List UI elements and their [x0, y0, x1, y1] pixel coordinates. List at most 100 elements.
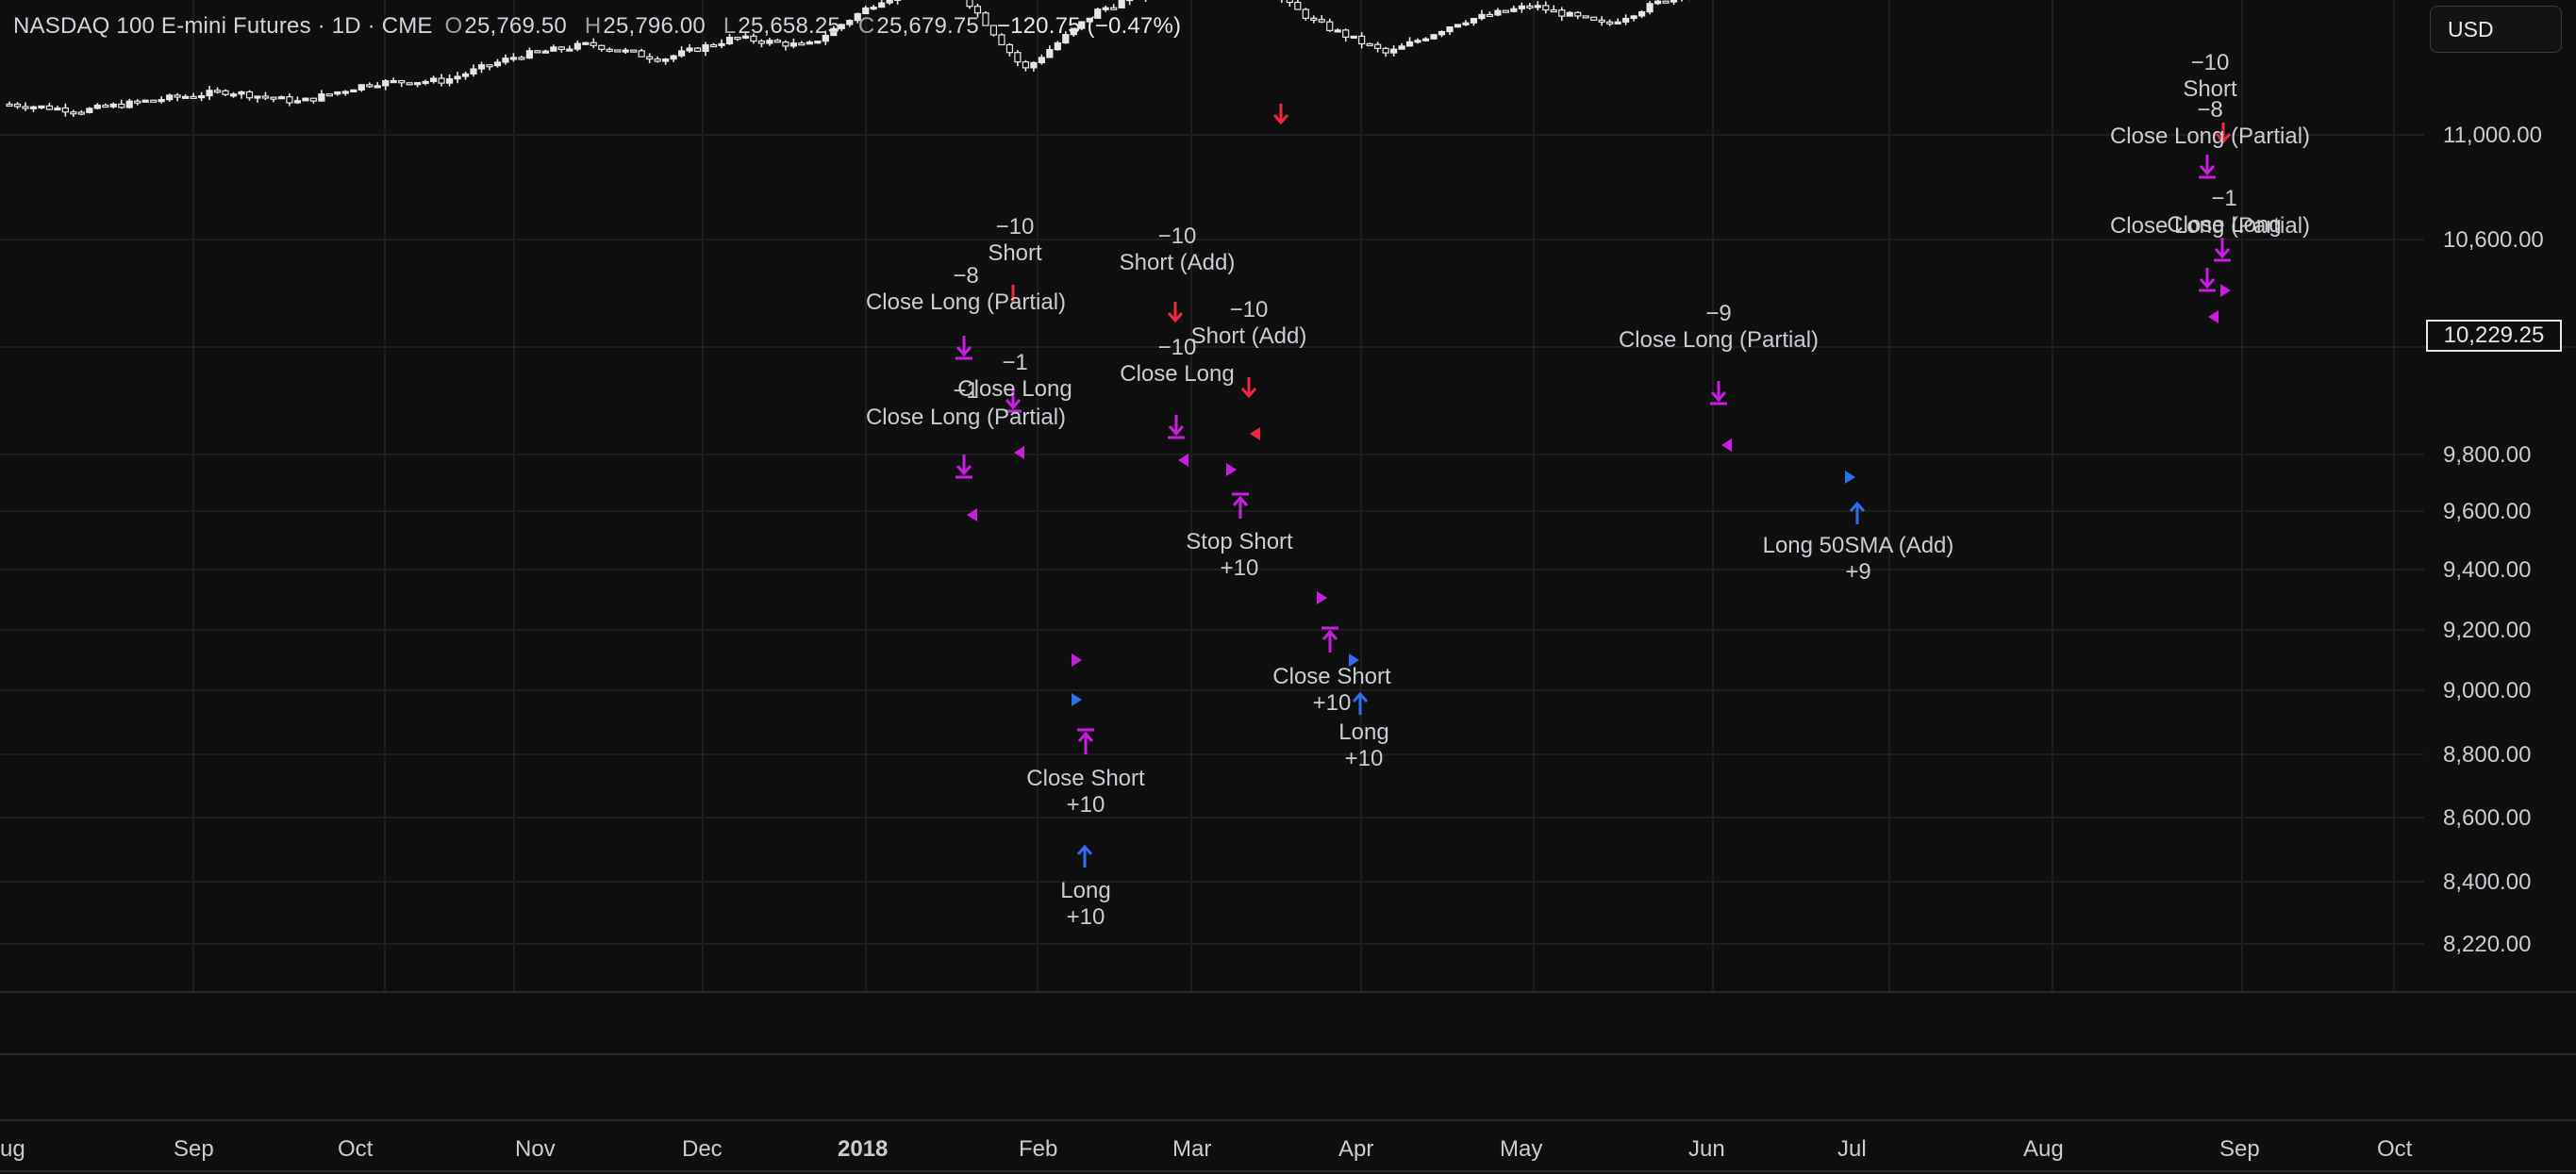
candle-body: [1606, 21, 1614, 25]
candle-body: [1462, 22, 1470, 25]
candle-body: [886, 0, 893, 4]
candle-body: [1094, 8, 1102, 19]
sell-arrow-icon[interactable]: [2199, 268, 2216, 292]
candle-body: [1374, 43, 1382, 49]
candle-body: [374, 85, 381, 89]
sell-arrow-icon[interactable]: [2215, 123, 2232, 144]
candle-body: [398, 79, 406, 84]
candle-body: [486, 64, 493, 68]
x-tick-label: Sep: [174, 1136, 214, 1162]
candle-body: [141, 99, 149, 103]
x-tick-label: 2018: [838, 1136, 888, 1162]
candle-body: [125, 100, 133, 108]
candle-body: [1582, 15, 1589, 19]
candle-body: [1326, 21, 1334, 31]
candle-body: [182, 95, 190, 99]
candle-body: [366, 84, 374, 88]
candle-body: [309, 97, 317, 102]
symbol-title[interactable]: NASDAQ 100 E-mini Futures · 1D · CME: [13, 13, 433, 39]
candle-body: [1446, 26, 1454, 33]
sell-arrow-icon[interactable]: [1272, 104, 1289, 125]
buy-arrow-icon[interactable]: [1321, 626, 1338, 653]
trade-annotation-line: +10: [1313, 690, 1352, 716]
candle-body: [422, 80, 429, 85]
trade-annotation-line: Close Long: [1120, 361, 1234, 387]
sell-arrow-icon[interactable]: [2214, 238, 2231, 262]
candle-body: [1430, 34, 1438, 40]
candle-body: [1534, 5, 1541, 8]
buy-arrow-icon[interactable]: [1232, 492, 1249, 519]
candle-body: [590, 41, 597, 46]
candle-body: [1598, 19, 1605, 23]
buy-arrow-icon[interactable]: [1077, 728, 1094, 754]
trade-annotation-line: Short: [2183, 76, 2237, 102]
y-tick-label: 8,220.00: [2443, 932, 2531, 957]
candle-body: [1390, 48, 1398, 54]
candle-body: [222, 90, 229, 95]
candle-body: [798, 42, 806, 46]
sell-arrow-icon[interactable]: [956, 336, 972, 360]
x-tick-label: Jul: [1837, 1136, 1867, 1162]
candle-body: [29, 106, 38, 109]
sell-arrow-icon[interactable]: [2199, 155, 2216, 179]
candle-body: [550, 46, 557, 52]
y-tick-label: 9,000.00: [2443, 678, 2531, 703]
candle-body: [445, 78, 454, 84]
trade-annotation: Close Long (Partial): [2110, 213, 2310, 239]
sell-arrow-icon[interactable]: [1167, 302, 1184, 323]
trade-annotation-line: Long 50SMA (Add): [1763, 533, 1954, 558]
candle-body: [502, 58, 509, 63]
y-tick-label: 9,800.00: [2443, 442, 2531, 468]
trade-annotation: Long+10: [1060, 878, 1110, 930]
candle-body: [1470, 17, 1478, 24]
candle-body: [582, 41, 590, 45]
candle-body: [13, 103, 22, 107]
fill-marker-icon: [1721, 438, 1732, 452]
candle-body: [1438, 30, 1446, 36]
candle-body: [525, 50, 534, 59]
candle-body: [1302, 8, 1309, 19]
sell-arrow-icon[interactable]: [1240, 377, 1257, 399]
trade-annotation-line: +10: [1345, 746, 1384, 771]
y-tick-label: 8,600.00: [2443, 805, 2531, 831]
symbol-legend: NASDAQ 100 E-mini Futures · 1D · CME O25…: [13, 13, 1187, 40]
buy-arrow-icon[interactable]: [1352, 691, 1369, 715]
candle-body: [477, 64, 486, 70]
last-price-tag: 10,229.25: [2426, 320, 2562, 352]
candle-body: [702, 43, 709, 52]
fill-marker-icon: [1250, 427, 1260, 440]
candle-body: [966, 0, 973, 8]
candle-body: [334, 91, 341, 95]
trade-annotation-line: Short (Add): [1120, 250, 1236, 275]
candle-body: [22, 106, 29, 109]
close-value: 25,679.75: [876, 13, 979, 39]
candle-body: [677, 50, 686, 57]
sell-arrow-icon[interactable]: [1005, 389, 1022, 413]
sell-arrow-icon[interactable]: [956, 455, 972, 479]
buy-arrow-icon[interactable]: [1076, 844, 1093, 868]
buy-arrow-icon[interactable]: [1849, 501, 1866, 524]
candle-body: [989, 25, 998, 36]
currency-selector[interactable]: USD: [2430, 6, 2562, 53]
fill-marker-icon: [1178, 454, 1188, 467]
trade-annotation: Long+10: [1338, 719, 1388, 771]
sell-arrow-icon[interactable]: [1710, 381, 1727, 405]
trade-annotation-line: Close Long: [2167, 212, 2281, 238]
candle-body: [109, 103, 117, 107]
candle-body: [238, 91, 245, 95]
candle-body: [1054, 41, 1061, 51]
candle-body: [838, 24, 845, 29]
candle-body: [1614, 21, 1621, 25]
candle-body: [493, 61, 502, 67]
x-tick-label: May: [1500, 1136, 1542, 1162]
candle-body: [1654, 0, 1662, 5]
trade-annotation-line: Close Long (Partial): [2110, 124, 2310, 149]
candle-body: [93, 104, 101, 109]
candle-body: [846, 20, 854, 25]
sell-arrow-icon[interactable]: [1168, 415, 1185, 439]
fill-marker-icon: [1072, 653, 1082, 667]
candle-body: [1558, 9, 1566, 17]
candle-body: [654, 58, 661, 62]
